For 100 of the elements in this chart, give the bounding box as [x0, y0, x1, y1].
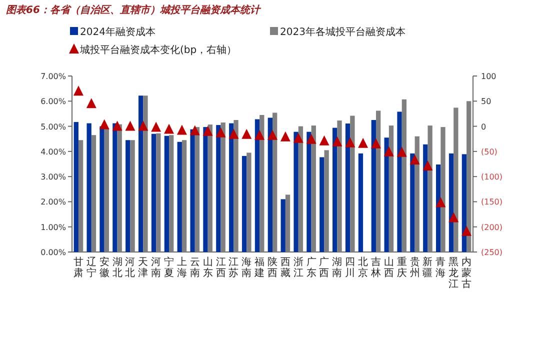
- bar: [216, 125, 221, 252]
- point: [99, 119, 110, 130]
- point: [280, 131, 290, 142]
- point: [306, 134, 316, 144]
- bar: [440, 127, 446, 252]
- x-tick-label: 贵州: [410, 256, 420, 279]
- bar: [402, 99, 407, 252]
- bar: [234, 120, 238, 252]
- x-tick-label: 西藏: [280, 257, 290, 279]
- point: [358, 138, 368, 148]
- x-tick-label: 浙江: [293, 256, 304, 279]
- bar: [436, 164, 441, 252]
- y2-tick-label: 50: [481, 97, 492, 106]
- legend-label: 2024年融资成本: [80, 26, 156, 38]
- bar: [376, 110, 381, 252]
- point: [422, 160, 433, 171]
- bar: [345, 124, 350, 252]
- y-tick-label: 0.00%: [40, 248, 66, 257]
- bar: [78, 140, 84, 252]
- point: [190, 125, 200, 136]
- x-tick-label: 河南: [151, 256, 162, 279]
- point: [138, 120, 148, 131]
- bar: [143, 96, 148, 252]
- point: [164, 124, 174, 134]
- bar: [229, 123, 234, 252]
- point: [216, 127, 226, 138]
- bar: [220, 122, 226, 252]
- point: [86, 98, 96, 108]
- point: [332, 136, 342, 146]
- bar: [272, 112, 278, 252]
- point: [410, 154, 420, 164]
- bar: [190, 129, 195, 252]
- bar: [410, 153, 415, 252]
- bar: [182, 140, 187, 252]
- bar: [358, 153, 364, 252]
- y-tick-label: 2.00%: [40, 198, 66, 207]
- y2-tick-label: (200): [481, 222, 503, 232]
- bar: [320, 157, 324, 252]
- bar: [414, 136, 420, 252]
- bar: [384, 138, 389, 252]
- x-tick-label: 湖北: [112, 256, 122, 279]
- point: [202, 126, 213, 136]
- point: [151, 122, 162, 132]
- bar: [260, 114, 264, 252]
- y2-tick-label: (50): [481, 147, 498, 156]
- y-tick-label: 6.00%: [40, 97, 66, 106]
- bar: [177, 142, 182, 252]
- bar: [462, 154, 467, 252]
- bar: [324, 150, 329, 252]
- bar: [350, 116, 355, 252]
- legend-label: 2023年各城投平台融资成本: [280, 26, 406, 38]
- x-tick-label: 江苏: [228, 256, 239, 279]
- point: [112, 120, 122, 131]
- y-tick-label: 4.00%: [40, 147, 66, 156]
- point: [125, 120, 136, 131]
- point: [384, 146, 394, 156]
- bar: [454, 108, 458, 252]
- point: [254, 130, 265, 140]
- y2-tick-label: 0: [481, 122, 486, 132]
- bar: [332, 128, 338, 252]
- point: [370, 138, 381, 148]
- bar: [306, 132, 312, 252]
- bar: [466, 101, 472, 252]
- y-tick-label: 3.00%: [40, 172, 66, 182]
- x-tick-label: 云南: [190, 257, 200, 279]
- point: [462, 226, 472, 236]
- x-tick-label: 黑龙江: [448, 257, 459, 290]
- bar: [388, 126, 394, 252]
- x-tick-label: 山东: [202, 256, 213, 279]
- bar: [104, 128, 109, 252]
- bar: [280, 199, 286, 252]
- point: [319, 135, 330, 146]
- point: [228, 128, 239, 139]
- x-tick-label: 四川: [345, 257, 356, 279]
- x-tick-label: 江西: [216, 256, 226, 279]
- point: [242, 128, 252, 139]
- bar: [285, 194, 290, 252]
- y-tick-label: 5.00%: [40, 122, 66, 132]
- bar: [298, 126, 304, 252]
- y2-tick-label: (100): [481, 172, 503, 182]
- x-tick-label: 河北: [125, 256, 136, 279]
- y2-tick-label: (150): [481, 198, 503, 207]
- point: [268, 130, 278, 140]
- chart-title: 图表66：各省（自治区、直辖市）城投平台融资成本统计: [6, 4, 262, 16]
- x-tick-label: 内蒙古: [462, 256, 472, 290]
- point: [396, 146, 407, 157]
- bar: [74, 122, 78, 252]
- bar: [246, 152, 252, 252]
- legend-label: 城投平台融资成本变化(bp，右轴）: [79, 44, 237, 56]
- bar: [208, 124, 212, 252]
- bar: [371, 120, 376, 252]
- x-tick-label: 北京: [358, 256, 368, 279]
- x-tick-label: 上海: [176, 256, 187, 279]
- point: [345, 137, 356, 148]
- y2-tick-label: (250): [481, 248, 503, 257]
- bar: [203, 127, 208, 252]
- x-tick-label: 福建: [254, 256, 265, 279]
- y2-tick-label: 100: [481, 72, 496, 81]
- x-tick-label: 广东: [306, 256, 316, 279]
- bar: [86, 123, 92, 252]
